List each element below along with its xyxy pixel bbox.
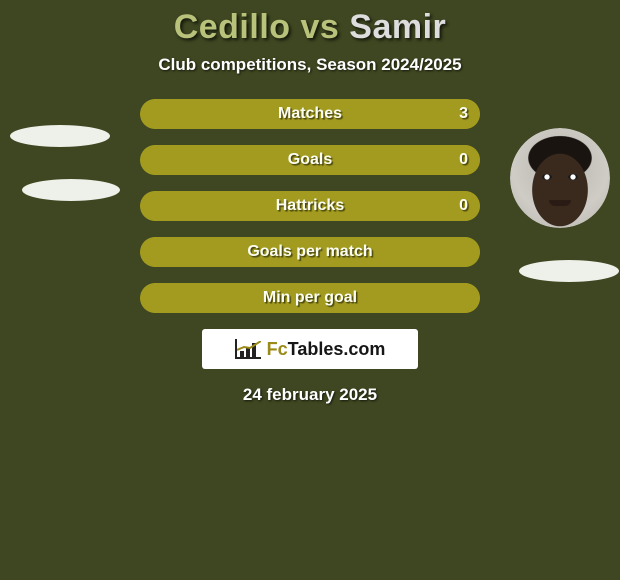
stat-label: Matches <box>140 99 480 129</box>
logo-text-left: Fc <box>267 339 288 359</box>
logo-text: FcTables.com <box>267 339 386 360</box>
stat-row-hattricks: Hattricks 0 <box>140 191 480 221</box>
stat-row-goals-per-match: Goals per match <box>140 237 480 267</box>
page-title: Cedillo vs Samir <box>0 8 620 47</box>
stat-row-goals: Goals 0 <box>140 145 480 175</box>
stat-row-matches: Matches 3 <box>140 99 480 129</box>
logo-chart-icon <box>235 339 261 359</box>
stat-row-min-per-goal: Min per goal <box>140 283 480 313</box>
comparison-card: Cedillo vs Samir Club competitions, Seas… <box>0 0 620 405</box>
date-label: 24 february 2025 <box>0 385 620 405</box>
player1-name: Cedillo <box>174 8 291 46</box>
stat-right-value: 0 <box>459 145 468 175</box>
player2-name: Samir <box>349 8 446 46</box>
site-logo: FcTables.com <box>202 329 418 369</box>
logo-text-right: Tables.com <box>288 339 386 359</box>
stat-right-value: 3 <box>459 99 468 129</box>
stat-label: Hattricks <box>140 191 480 221</box>
stat-label: Min per goal <box>140 283 480 313</box>
logo-line-icon <box>237 341 261 351</box>
stat-rows: Matches 3 Goals 0 Hattricks 0 Goals per … <box>140 99 480 313</box>
vs-text: vs <box>301 8 340 46</box>
stat-label: Goals per match <box>140 237 480 267</box>
stat-label: Goals <box>140 145 480 175</box>
stat-right-value: 0 <box>459 191 468 221</box>
subtitle: Club competitions, Season 2024/2025 <box>0 55 620 75</box>
